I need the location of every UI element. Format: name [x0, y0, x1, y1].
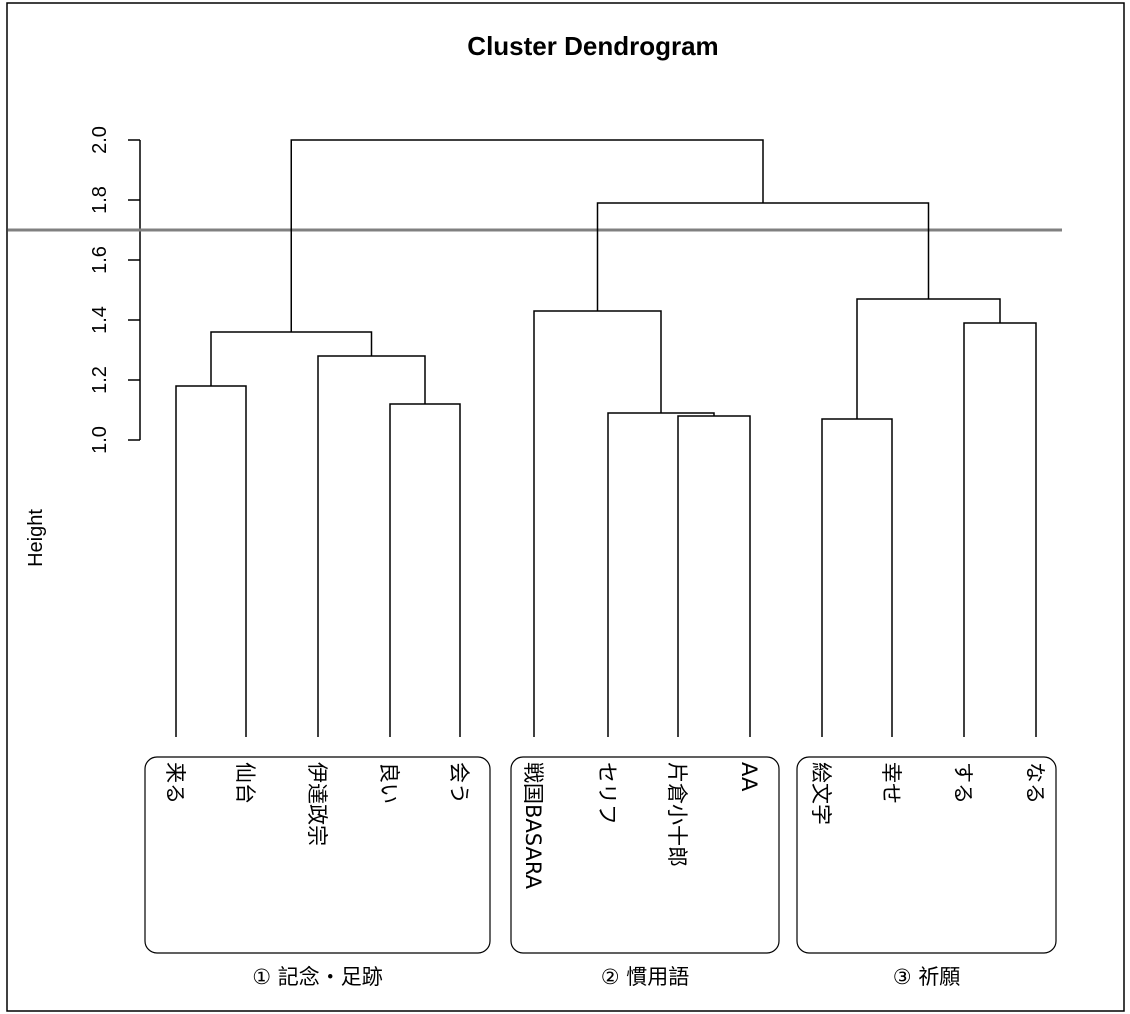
group-box	[144, 756, 491, 954]
group-label: ② 慣用語	[601, 965, 690, 989]
group-label: ③ 祈願	[893, 965, 961, 989]
y-tick-label: 2.0	[89, 126, 111, 154]
y-tick-label: 1.0	[89, 426, 111, 454]
y-axis-label: Height	[25, 509, 47, 567]
leaf-label: する	[951, 762, 975, 804]
leaf-label: 来る	[163, 762, 187, 804]
leaf-label: 絵文字	[809, 762, 833, 825]
group-box	[510, 756, 780, 954]
leaf-label: 幸せ	[879, 762, 903, 804]
leaf-label: 伊達政宗	[305, 762, 329, 846]
chart-title: Cluster Dendrogram	[467, 31, 718, 61]
leaf-labels: 来る 仙台 伊達政宗 良い 会う 戦国BASARA セリフ 片倉小十郎 AA 絵文字 幸せ する なる	[163, 762, 1047, 890]
y-tick-label: 1.4	[89, 306, 111, 334]
group-label: ① 記念・足跡	[252, 965, 383, 989]
group-box	[796, 756, 1057, 954]
dendrogram-links	[175, 139, 1037, 737]
dendrogram-link	[290, 139, 764, 332]
leaf-label: 片倉小十郎	[665, 762, 689, 867]
group-boxes: ① 記念・足跡 ② 慣用語 ③ 祈願	[144, 756, 1057, 989]
leaf-label: セリフ	[595, 762, 619, 825]
leaf-label: 良い	[377, 762, 401, 804]
leaf-label: 戦国BASARA	[521, 762, 545, 890]
leaf-label: 会う	[447, 762, 471, 804]
figure-border	[6, 2, 1125, 1012]
y-tick-label: 1.8	[89, 186, 111, 214]
y-axis: 1.0 1.2 1.4 1.6 1.8 2.0	[89, 126, 141, 454]
y-tick-label: 1.6	[89, 246, 111, 274]
leaf-label: AA	[737, 762, 761, 792]
leaf-label: なる	[1023, 762, 1047, 804]
leaf-label: 仙台	[233, 762, 257, 804]
y-tick-label: 1.2	[89, 366, 111, 394]
